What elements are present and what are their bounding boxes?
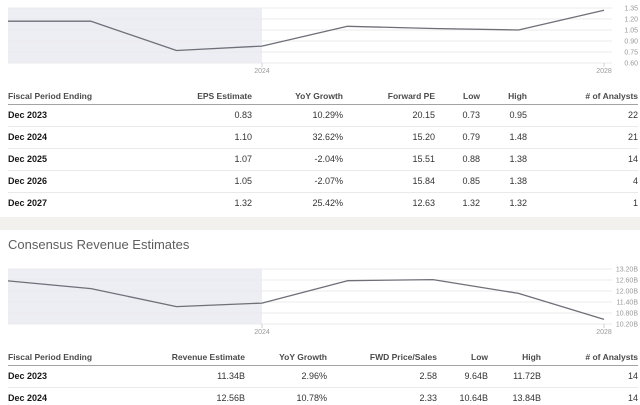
y-axis-label: 0.60 (624, 60, 638, 67)
table-cell: 0.85 (435, 170, 480, 193)
table-cell: 0.95 (480, 104, 527, 127)
table-row: Dec 2023 11.34B 2.96% 2.58 9.64B 11.72B 14 (8, 365, 638, 388)
column-header: High (488, 349, 541, 366)
y-axis-label: 1.05 (624, 27, 638, 34)
table-cell: -2.04% (252, 148, 343, 171)
historical-shade (8, 269, 262, 324)
x-axis-label: 2024 (254, 329, 270, 336)
table-cell: -2.07% (252, 170, 343, 193)
trend-line (8, 9, 605, 52)
table-cell: 10.78% (296, 393, 327, 404)
eps-estimates-chart: 1.35 1.20 1.05 0.90 0.75 0.60 2024 2028 (8, 5, 638, 75)
table-cell: Dec 2023 (8, 104, 128, 127)
table-header-row: Fiscal Period Ending Revenue Estimate YoY … (8, 349, 638, 366)
table-cell: 1.38 (480, 170, 527, 193)
table-row: Dec 2025 1.07 -2.04% 15.51 0.88 1.38 14 (8, 148, 638, 171)
table-cell: 4 (527, 170, 638, 193)
table-cell: 0.88 (435, 148, 480, 171)
table-row: Dec 2023 0.83 10.29% 20.15 0.73 0.95 22 (8, 104, 638, 127)
table-header-row: Fiscal Period Ending EPS Estimate YoY Grow… (8, 88, 638, 105)
table-cell: 32.62% (252, 126, 343, 149)
table-cell: 1.38 (480, 148, 527, 171)
table-cell: 12.63 (412, 198, 435, 209)
table-cell: 11.72B (488, 365, 541, 388)
y-axis-label: 13.20B (616, 266, 639, 273)
table-cell: 0.83 (128, 104, 252, 127)
x-axis-label: 2028 (596, 68, 612, 75)
column-header: Fiscal Period Ending (8, 88, 128, 105)
column-header: Low (437, 349, 488, 366)
y-axis-label: 1.35 (624, 5, 638, 12)
column-header: # of Analysts (527, 88, 638, 105)
column-header: Forward PE (343, 88, 435, 105)
table-row: Dec 2024 12.56B 10.78% 2.33 10.64B 13.84B 14 (8, 387, 638, 405)
table-cell: 14 (541, 365, 638, 388)
table-row: Dec 2024 1.10 32.62% 15.20 0.79 1.48 21 (8, 126, 638, 149)
section-divider (0, 217, 640, 230)
y-axis-label: 0.90 (624, 38, 638, 45)
table-cell: Dec 2024 (8, 126, 128, 149)
table-row: Dec 2027 1.32 25.42% 12.63 1.32 1.32 1 (8, 192, 638, 214)
y-axis-label: 1.20 (624, 16, 638, 23)
table-cell: 2.33 (419, 393, 437, 404)
table-cell: 9.64B (437, 365, 488, 388)
table-cell: 2.58 (327, 365, 437, 388)
table-cell: 15.20 (343, 126, 435, 149)
column-header: YoY Growth (245, 349, 327, 366)
table-cell: 12.56B (216, 393, 245, 404)
y-axis-label: 12.00B (616, 288, 639, 295)
table-cell: 1.05 (128, 170, 252, 193)
table-cell: Dec 2023 (8, 365, 128, 388)
table-cell: 2.96% (245, 365, 327, 388)
table-cell: 1.48 (480, 126, 527, 149)
table-cell: 15.84 (343, 170, 435, 193)
y-axis-label: 10.80B (616, 310, 639, 317)
column-header: High (480, 88, 527, 105)
historical-shade (8, 8, 262, 63)
y-axis-label: 11.40B (616, 299, 638, 306)
x-axis-label: 2024 (254, 68, 270, 75)
table-cell: Dec 2027 (8, 198, 48, 209)
table-cell: 1.32 (234, 198, 252, 209)
y-axis-label: 0.75 (624, 49, 638, 56)
y-axis-label: 10.20B (616, 321, 639, 328)
section-title: Consensus Revenue Estimates (8, 237, 190, 252)
table-cell: 1 (632, 198, 638, 209)
revenue-estimates-chart: 13.20B 12.60B 12.00B 11.40B 10.80B 10.20B 2024… (7, 266, 639, 336)
table-cell: 10.29% (252, 104, 343, 127)
column-header: YoY Growth (252, 88, 343, 105)
table-cell: 0.73 (435, 104, 480, 127)
table-row: Dec 2026 1.05 -2.07% 15.84 0.85 1.38 4 (8, 170, 638, 193)
table-cell: 14 (527, 148, 638, 171)
column-header: # of Analysts (541, 349, 638, 366)
table-cell: Dec 2025 (8, 148, 128, 171)
column-header: FWD Price/Sales (327, 349, 437, 366)
table-cell: 25.42% (312, 198, 343, 209)
table-cell: 1.07 (128, 148, 252, 171)
table-cell: 1.32 (462, 198, 480, 209)
column-header: Revenue Estimate (128, 349, 245, 366)
column-header: EPS Estimate (128, 88, 252, 105)
table-cell: 15.51 (343, 148, 435, 171)
column-header: Fiscal Period Ending (8, 349, 128, 366)
revenue-estimates-table: Fiscal Period Ending Revenue Estimate YoY … (8, 349, 638, 405)
x-axis-label: 2028 (596, 329, 612, 336)
eps-estimates-table: Fiscal Period Ending EPS Estimate YoY Grow… (8, 88, 638, 214)
table-cell: 1.10 (128, 126, 252, 149)
table-cell: 14 (627, 393, 638, 404)
table-cell: 21 (527, 126, 638, 149)
table-cell: 0.79 (435, 126, 480, 149)
table-cell: 10.64B (459, 393, 488, 404)
column-header: Low (435, 88, 480, 105)
table-cell: 1.32 (509, 198, 527, 209)
table-cell: Dec 2026 (8, 170, 128, 193)
table-cell: 11.34B (128, 365, 245, 388)
table-cell: 20.15 (343, 104, 435, 127)
y-axis-label: 12.60B (616, 277, 639, 284)
trend-line (7, 278, 605, 321)
table-cell: Dec 2024 (8, 393, 48, 404)
table-cell: 22 (527, 104, 638, 127)
table-cell: 13.84B (512, 393, 541, 404)
